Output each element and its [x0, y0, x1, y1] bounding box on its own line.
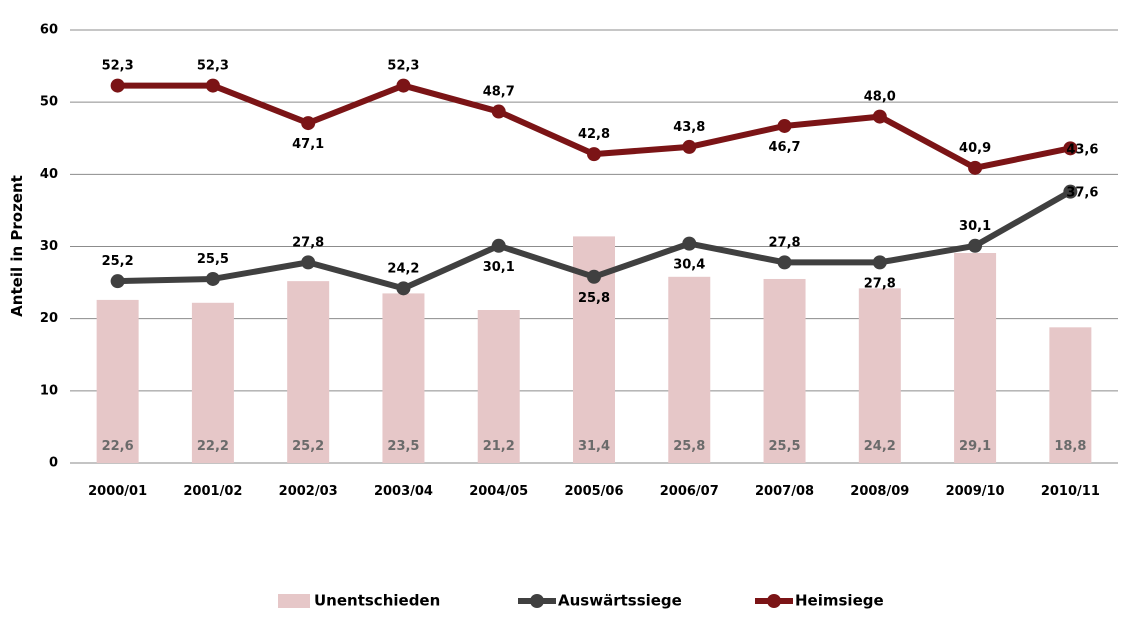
legend-marker — [530, 594, 544, 608]
line-series-heimsiege: 52,3 52,3 47,1 52,3 48,7 42,8 43,8 46,7 48,0 40,9… — [102, 59, 1098, 175]
data-point — [587, 147, 601, 162]
x-tick-label: 2000/01 — [88, 484, 147, 499]
y-tick-label: 20 — [40, 311, 58, 326]
bar-data-label: 18,8 — [1054, 439, 1086, 454]
data-label: 24,2 — [387, 261, 419, 276]
data-label: 27,8 — [292, 235, 324, 250]
y-tick-label: 50 — [40, 95, 58, 110]
bar — [382, 293, 425, 463]
data-label: 25,5 — [197, 252, 229, 267]
data-point — [777, 118, 792, 133]
data-label: 25,2 — [102, 254, 134, 269]
x-tick-label: 2008/09 — [850, 484, 909, 499]
data-point — [682, 139, 697, 154]
data-label: 46,7 — [769, 140, 801, 155]
data-point — [968, 238, 983, 253]
data-label: 47,1 — [292, 137, 324, 152]
bar-data-label: 24,2 — [864, 439, 896, 454]
data-point — [777, 255, 792, 270]
line-series-auswärtssiege: 25,2 25,5 27,8 24,2 30,1 25,8 30,4 27,8 27,8 30,1… — [102, 184, 1098, 306]
x-tick-label: 2002/03 — [279, 484, 338, 499]
data-label: 30,1 — [959, 219, 991, 234]
x-axis-ticks: 2000/01 2001/02 2002/03 2003/04 2004/05 2005/… — [88, 484, 1100, 499]
bar — [858, 288, 901, 463]
data-label: 43,6 — [1066, 142, 1098, 157]
data-label: 25,8 — [578, 291, 610, 306]
data-label: 43,8 — [673, 120, 705, 135]
data-label: 48,0 — [864, 90, 896, 105]
x-tick-label: 2001/02 — [183, 484, 242, 499]
data-point — [205, 271, 220, 286]
data-point — [110, 274, 125, 289]
data-point — [587, 269, 601, 284]
data-label: 30,4 — [673, 258, 705, 273]
y-tick-label: 10 — [40, 383, 58, 398]
data-label: 37,6 — [1066, 186, 1098, 201]
bar — [191, 302, 234, 463]
data-point — [872, 255, 887, 270]
bar — [287, 281, 330, 463]
data-label: 48,7 — [483, 85, 515, 100]
y-tick-label: 60 — [40, 23, 58, 38]
bar-data-label: 25,2 — [292, 439, 324, 454]
legend-label: Auswärtssiege — [558, 592, 682, 610]
data-point — [396, 281, 411, 296]
data-label: 52,3 — [197, 59, 229, 74]
y-tick-label: 0 — [49, 456, 58, 471]
line-series: 25,2 25,5 27,8 24,2 30,1 25,8 30,4 27,8 27,8 30,1… — [102, 59, 1099, 306]
data-point — [968, 160, 983, 175]
bar-data-label: 31,4 — [578, 439, 610, 454]
x-tick-label: 2009/10 — [946, 484, 1005, 499]
bar — [477, 310, 520, 463]
x-tick-label: 2007/08 — [755, 484, 814, 499]
bar — [763, 278, 806, 463]
data-label: 40,9 — [959, 141, 991, 156]
bar-data-label: 23,5 — [387, 439, 419, 454]
x-tick-label: 2004/05 — [469, 484, 528, 499]
legend-swatch-unentschieden — [278, 594, 310, 608]
y-tick-label: 40 — [40, 167, 58, 182]
data-point — [872, 109, 887, 124]
data-label: 52,3 — [387, 59, 419, 74]
bar — [668, 276, 711, 463]
legend: Unentschieden Auswärtssiege Heimsiege — [278, 592, 884, 610]
x-tick-label: 2010/11 — [1041, 484, 1100, 499]
data-point — [1063, 184, 1078, 199]
bar-data-label: 21,2 — [483, 439, 515, 454]
bar-data-label: 22,6 — [102, 439, 134, 454]
data-label: 42,8 — [578, 127, 610, 142]
data-point — [396, 78, 411, 93]
data-point — [491, 238, 506, 253]
bar-data-label: 22,2 — [197, 439, 229, 454]
data-point — [1063, 141, 1078, 156]
data-point — [491, 104, 506, 119]
data-point — [301, 255, 316, 270]
x-tick-label: 2006/07 — [660, 484, 719, 499]
bar — [1049, 327, 1092, 463]
legend-label: Unentschieden — [314, 592, 440, 610]
data-label: 30,1 — [483, 260, 515, 275]
y-axis-label: Anteil in Prozent — [8, 175, 26, 317]
data-label: 27,8 — [864, 276, 896, 291]
bar-data-label: 25,8 — [673, 439, 705, 454]
bar-data-label: 25,5 — [769, 439, 801, 454]
bar-data-label: 29,1 — [959, 439, 991, 454]
x-tick-label: 2003/04 — [374, 484, 433, 499]
legend-label: Heimsiege — [795, 592, 884, 610]
legend-marker — [767, 594, 781, 608]
y-axis-ticks: 0 10 20 30 40 50 60 — [40, 23, 58, 471]
bar — [954, 252, 997, 463]
data-label: 27,8 — [769, 235, 801, 250]
data-point — [110, 78, 125, 93]
data-point — [682, 236, 697, 251]
data-point — [301, 116, 316, 131]
x-tick-label: 2005/06 — [564, 484, 623, 499]
data-point — [205, 78, 220, 93]
data-label: 52,3 — [102, 59, 134, 74]
bar — [96, 299, 139, 463]
y-tick-label: 30 — [40, 239, 58, 254]
